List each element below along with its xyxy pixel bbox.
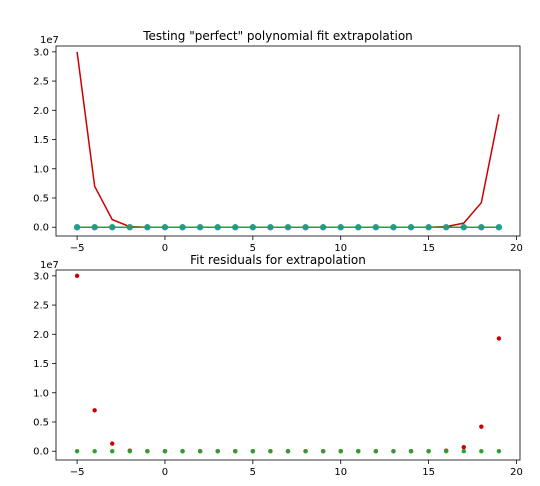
data-point <box>373 449 379 454</box>
x-tick-label: 5 <box>250 467 256 478</box>
y-tick-label: 2.0 <box>33 330 49 341</box>
y-tick-label: 0.5 <box>33 418 49 429</box>
bottom-chart-title: Fit residuals for extrapolation <box>190 253 366 267</box>
data-point <box>127 449 133 454</box>
top-chart-title: Testing "perfect" polynomial fit extrapo… <box>142 29 413 43</box>
y-tick-label: 2.0 <box>33 106 49 117</box>
data-point <box>110 441 115 446</box>
data-point <box>92 408 97 413</box>
x-tick-label: 0 <box>162 243 168 254</box>
data-point <box>443 449 449 454</box>
data-point <box>145 449 150 454</box>
x-tick-label: 10 <box>334 467 347 478</box>
top-y-offset-label: 1e7 <box>40 35 59 46</box>
x-tick-label: 15 <box>422 243 435 254</box>
data-point <box>250 449 256 454</box>
y-tick-label: 1.5 <box>33 135 49 146</box>
data-point <box>92 449 97 454</box>
data-point <box>303 449 308 454</box>
x-tick-label: −5 <box>70 243 85 254</box>
y-tick-label: 1.0 <box>33 164 49 175</box>
bottom-plot-area: −5 0 5 10 15 20 0.0 0.5 1.0 1.5 2.0 2.5 3.0 <box>33 269 523 478</box>
y-tick-label: 0.0 <box>33 223 49 234</box>
data-point <box>338 449 343 454</box>
y-tick-label: 2.5 <box>33 77 49 88</box>
y-tick-label: 1.5 <box>33 359 49 370</box>
data-point <box>285 449 291 454</box>
y-tick-label: 1.0 <box>33 388 49 399</box>
x-tick-label: 0 <box>162 467 168 478</box>
data-point <box>74 273 80 279</box>
data-point <box>496 449 502 454</box>
x-tick-label: 20 <box>510 243 523 254</box>
data-point <box>461 449 466 454</box>
data-point <box>74 449 80 454</box>
data-point <box>479 424 484 429</box>
data-point <box>496 336 502 341</box>
data-point <box>162 449 168 454</box>
y-tick-label: 3.0 <box>33 47 49 58</box>
top-plot-area: −5 0 5 10 15 20 0.0 0.5 1.0 1.5 2.0 2.5 3.0 <box>33 45 523 254</box>
y-tick-label: 0.5 <box>33 194 49 205</box>
x-tick-label: 20 <box>510 467 523 478</box>
data-point <box>110 449 115 454</box>
axes-frame <box>55 45 521 237</box>
x-tick-label: 5 <box>250 243 256 254</box>
axes-frame <box>55 269 521 461</box>
x-tick-label: 10 <box>334 243 347 254</box>
data-point <box>320 449 326 454</box>
data-point <box>479 449 484 454</box>
data-point <box>215 449 220 454</box>
data-point <box>391 449 396 454</box>
x-tick-label: 15 <box>422 467 435 478</box>
bottom-y-offset-label: 1e7 <box>40 260 59 271</box>
data-point <box>233 449 238 454</box>
x-tick-label: −5 <box>70 467 85 478</box>
data-point <box>461 444 466 450</box>
y-tick-label: 3.0 <box>33 271 49 282</box>
data-point <box>180 449 185 454</box>
y-tick-label: 0.0 <box>33 447 49 458</box>
data-point <box>408 449 414 454</box>
data-point <box>268 449 273 454</box>
top-subplot: Testing "perfect" polynomial fit extrapo… <box>33 29 523 254</box>
bottom-subplot: Fit residuals for extrapolation 1e7 −5 0 5… <box>33 253 523 478</box>
y-tick-label: 2.5 <box>33 301 49 312</box>
data-point <box>356 449 361 454</box>
data-point <box>426 449 431 454</box>
data-point <box>197 449 203 454</box>
